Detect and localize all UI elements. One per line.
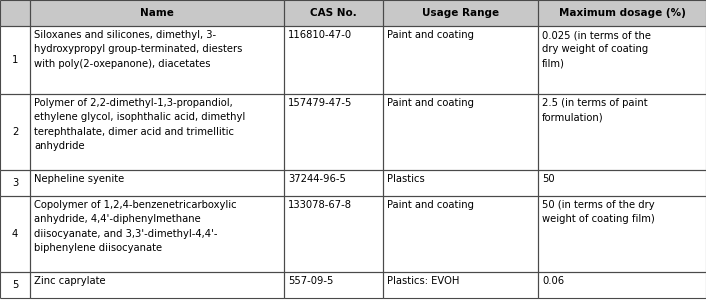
Text: 2.5 (in terms of paint
formulation): 2.5 (in terms of paint formulation) xyxy=(542,98,647,123)
Bar xyxy=(383,170,538,196)
Bar xyxy=(30,196,284,272)
Bar xyxy=(30,272,284,298)
Text: Paint and coating: Paint and coating xyxy=(387,30,474,40)
Text: Paint and coating: Paint and coating xyxy=(387,200,474,210)
Bar xyxy=(284,170,383,196)
Text: Plastics: EVOH: Plastics: EVOH xyxy=(387,276,460,286)
Bar xyxy=(538,0,706,26)
Bar xyxy=(538,26,706,94)
Bar xyxy=(30,94,284,170)
Text: Plastics: Plastics xyxy=(387,174,425,184)
Bar xyxy=(284,196,383,272)
Text: CAS No.: CAS No. xyxy=(310,8,357,18)
Bar xyxy=(538,94,706,170)
Bar xyxy=(284,272,383,298)
Bar xyxy=(30,26,284,94)
Bar xyxy=(538,272,706,298)
Text: 0.06: 0.06 xyxy=(542,276,564,286)
Text: 50 (in terms of the dry
weight of coating film): 50 (in terms of the dry weight of coatin… xyxy=(542,200,654,224)
Text: Name: Name xyxy=(140,8,174,18)
Text: 5: 5 xyxy=(12,280,18,290)
Text: Polymer of 2,2-dimethyl-1,3-propandiol,
ethylene glycol, isophthalic acid, dimet: Polymer of 2,2-dimethyl-1,3-propandiol, … xyxy=(34,98,245,151)
Bar xyxy=(284,94,383,170)
Bar xyxy=(383,0,538,26)
Text: Copolymer of 1,2,4-benzenetricarboxylic
anhydride, 4,4'-diphenylmethane
diisocya: Copolymer of 1,2,4-benzenetricarboxylic … xyxy=(34,200,237,253)
Bar xyxy=(30,170,284,196)
Bar xyxy=(0,26,30,94)
Text: 557-09-5: 557-09-5 xyxy=(288,276,333,286)
Bar xyxy=(30,0,284,26)
Bar xyxy=(0,94,30,170)
Bar xyxy=(284,0,383,26)
Bar xyxy=(538,196,706,272)
Text: 37244-96-5: 37244-96-5 xyxy=(288,174,346,184)
Text: 116810-47-0: 116810-47-0 xyxy=(288,30,352,40)
Text: Maximum dosage (%): Maximum dosage (%) xyxy=(558,8,686,18)
Text: Siloxanes and silicones, dimethyl, 3-
hydroxypropyl group-terminated, diesters
w: Siloxanes and silicones, dimethyl, 3- hy… xyxy=(34,30,242,69)
Text: 1: 1 xyxy=(12,55,18,65)
Text: Paint and coating: Paint and coating xyxy=(387,98,474,108)
Bar xyxy=(0,0,30,26)
Text: 133078-67-8: 133078-67-8 xyxy=(288,200,352,210)
Text: 3: 3 xyxy=(12,178,18,188)
Bar xyxy=(383,26,538,94)
Bar xyxy=(383,196,538,272)
Bar xyxy=(0,196,30,272)
Text: 4: 4 xyxy=(12,229,18,239)
Text: 50: 50 xyxy=(542,174,555,184)
Text: 157479-47-5: 157479-47-5 xyxy=(288,98,352,108)
Bar xyxy=(0,272,30,298)
Text: Zinc caprylate: Zinc caprylate xyxy=(34,276,106,286)
Bar xyxy=(538,170,706,196)
Bar xyxy=(383,94,538,170)
Text: Nepheline syenite: Nepheline syenite xyxy=(34,174,124,184)
Bar xyxy=(383,272,538,298)
Text: Usage Range: Usage Range xyxy=(422,8,499,18)
Bar xyxy=(0,170,30,196)
Text: 0.025 (in terms of the
dry weight of coating
film): 0.025 (in terms of the dry weight of coa… xyxy=(542,30,651,69)
Text: 2: 2 xyxy=(12,127,18,137)
Bar xyxy=(284,26,383,94)
